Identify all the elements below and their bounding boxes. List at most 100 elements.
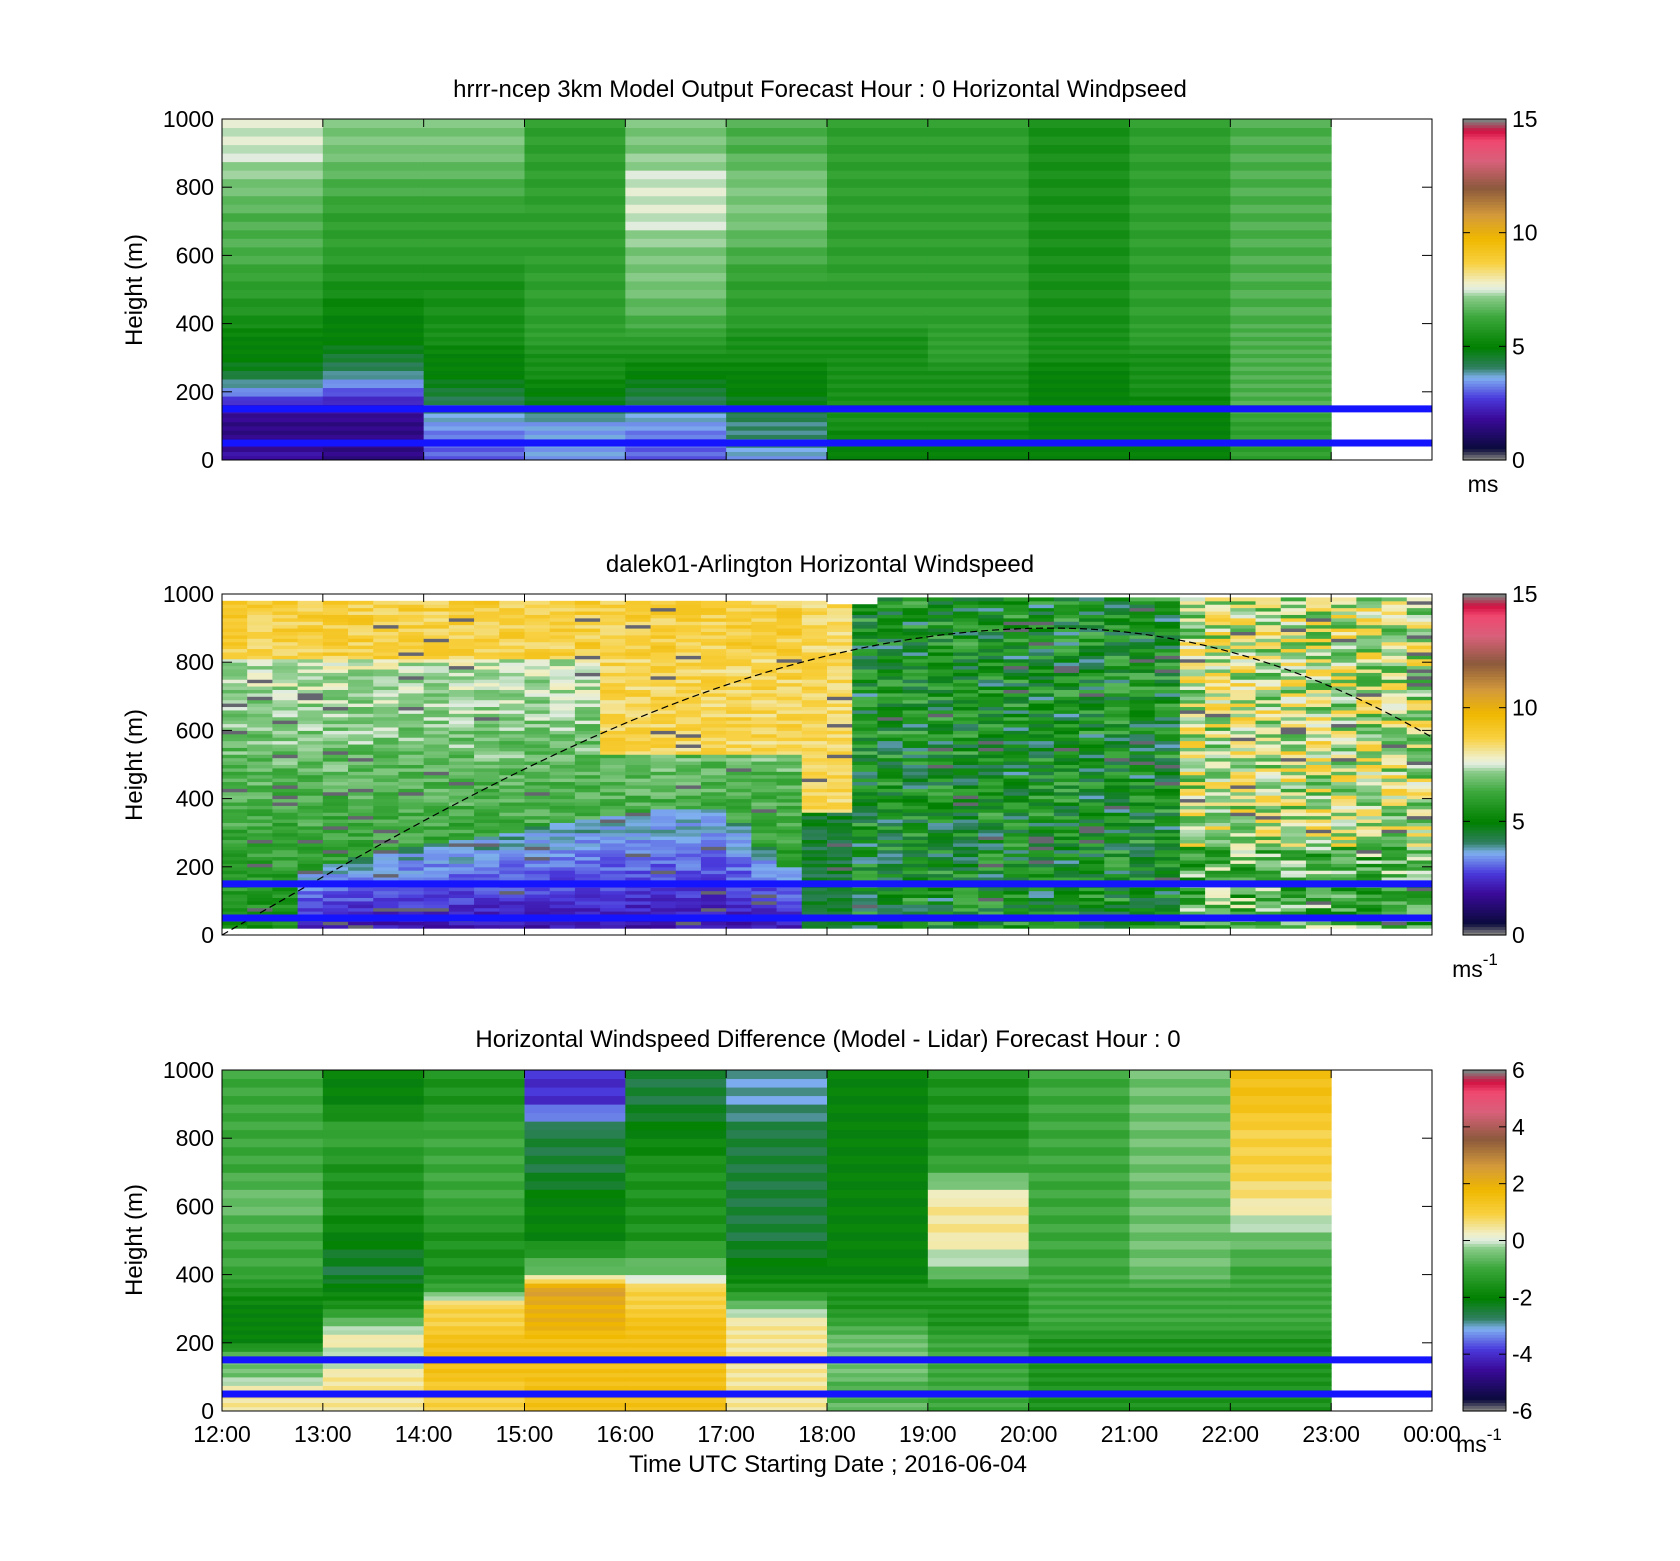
panel2-cell bbox=[953, 774, 979, 779]
panel1-cell bbox=[322, 315, 425, 325]
panel2-cell bbox=[852, 614, 878, 619]
panel2-cell bbox=[1003, 788, 1030, 793]
panel2-cell bbox=[927, 730, 954, 735]
panel2-cell bbox=[1154, 859, 1181, 864]
panel1-cell bbox=[827, 353, 929, 359]
panel2-cell bbox=[272, 737, 299, 742]
panel2-cell bbox=[549, 870, 576, 875]
panel2-cell bbox=[1280, 624, 1307, 629]
panel1-title: hrrr-ncep 3km Model Output Forecast Hour… bbox=[453, 76, 1187, 103]
panel2-cell bbox=[1079, 607, 1105, 612]
panel2-cell bbox=[373, 624, 399, 629]
panel2-cell bbox=[902, 829, 929, 834]
panel2-cell bbox=[1079, 696, 1105, 701]
panel2-cell bbox=[700, 665, 727, 670]
panel2-cell bbox=[1003, 662, 1030, 667]
panel2-cell bbox=[549, 819, 576, 823]
panel2-cell bbox=[600, 788, 626, 793]
panel2-cell bbox=[574, 655, 601, 660]
colorbar-swatch bbox=[1463, 437, 1506, 441]
panel2-cell bbox=[902, 658, 929, 663]
panel1-cell bbox=[726, 144, 828, 154]
panel2-cell bbox=[827, 631, 853, 636]
panel2-cell bbox=[1255, 604, 1282, 609]
panel2-cell bbox=[726, 689, 752, 694]
panel2-cell bbox=[1230, 767, 1257, 772]
panel2-cell bbox=[801, 716, 828, 721]
panel2-cell bbox=[1255, 781, 1282, 786]
colorbar-swatch bbox=[1463, 349, 1506, 353]
panel2-cell bbox=[1154, 733, 1181, 738]
panel2-cell bbox=[373, 651, 399, 656]
panel1-cell bbox=[1230, 434, 1332, 440]
panel2-cell bbox=[751, 900, 778, 905]
panel2-cell bbox=[877, 709, 904, 714]
panel2-cell bbox=[852, 839, 878, 844]
panel2-cell bbox=[1230, 709, 1257, 714]
panel2-cell bbox=[549, 737, 576, 742]
panel1-cell bbox=[625, 289, 727, 299]
panel2-cell bbox=[1154, 788, 1181, 793]
panel2-cell bbox=[700, 720, 727, 725]
panel2-cell bbox=[1280, 686, 1307, 690]
panel2-cell bbox=[1129, 825, 1156, 830]
panel2-cell bbox=[726, 795, 752, 800]
panel2-cell bbox=[574, 709, 601, 714]
panel2-cell bbox=[927, 617, 954, 622]
panel1-cell bbox=[827, 306, 929, 316]
panel2-cell bbox=[1003, 600, 1030, 605]
panel2-cell bbox=[927, 723, 954, 728]
panel2-cell bbox=[322, 825, 349, 830]
panel2-cell bbox=[1079, 911, 1105, 916]
panel2-cell bbox=[953, 890, 979, 895]
panel2-cell bbox=[1179, 849, 1206, 854]
panel2-cell bbox=[1003, 638, 1030, 643]
panel2-cell bbox=[1255, 863, 1282, 868]
panel2-cell bbox=[1179, 846, 1206, 851]
panel2-cell bbox=[574, 699, 601, 704]
panel2-cell bbox=[297, 839, 324, 844]
panel1-cell bbox=[1230, 187, 1332, 197]
panel2-cell bbox=[978, 802, 1004, 806]
panel2-cell bbox=[448, 634, 475, 639]
panel1-cell bbox=[423, 396, 525, 401]
panel2-cell bbox=[272, 747, 299, 752]
panel2-cell bbox=[297, 634, 324, 639]
panel2-cell bbox=[549, 709, 576, 714]
panel2-cell bbox=[953, 709, 979, 714]
panel1-cell bbox=[322, 421, 425, 427]
panel2-cell bbox=[247, 733, 273, 738]
panel2-cell bbox=[423, 686, 450, 690]
panel2-cell bbox=[978, 887, 1004, 892]
panel1-cell bbox=[524, 306, 626, 316]
panel2-cell bbox=[751, 600, 778, 605]
panel2-cell bbox=[272, 924, 299, 929]
panel1-cell bbox=[423, 344, 525, 350]
panel2-cell bbox=[499, 675, 525, 680]
panel2-cell bbox=[751, 795, 778, 800]
panel1-cell bbox=[222, 298, 324, 308]
panel2-cell bbox=[1280, 887, 1307, 892]
panel2-cell bbox=[877, 781, 904, 786]
panel1-cell bbox=[423, 246, 525, 256]
panel2-cell bbox=[322, 713, 349, 718]
panel2-cell bbox=[1104, 784, 1130, 789]
panel2-cell bbox=[1280, 744, 1307, 748]
panel2-cell bbox=[827, 877, 853, 881]
panel1-cell bbox=[1129, 136, 1231, 146]
panel2-cell bbox=[827, 641, 853, 646]
panel2-cell bbox=[373, 631, 399, 636]
panel2-cell bbox=[549, 716, 576, 721]
panel2-cell bbox=[902, 890, 929, 895]
panel2-cell bbox=[373, 822, 399, 827]
panel2-cell bbox=[700, 634, 727, 639]
panel2-cell bbox=[978, 651, 1004, 656]
panel2-cell bbox=[625, 795, 652, 800]
panel2-cell bbox=[1053, 672, 1080, 677]
panel2-cell bbox=[524, 924, 551, 929]
panel2-cell bbox=[272, 764, 299, 769]
panel2-cell bbox=[373, 808, 399, 813]
panel2-cell bbox=[1104, 767, 1130, 772]
panel2-cell bbox=[852, 713, 878, 718]
panel2-cell bbox=[1053, 669, 1080, 673]
